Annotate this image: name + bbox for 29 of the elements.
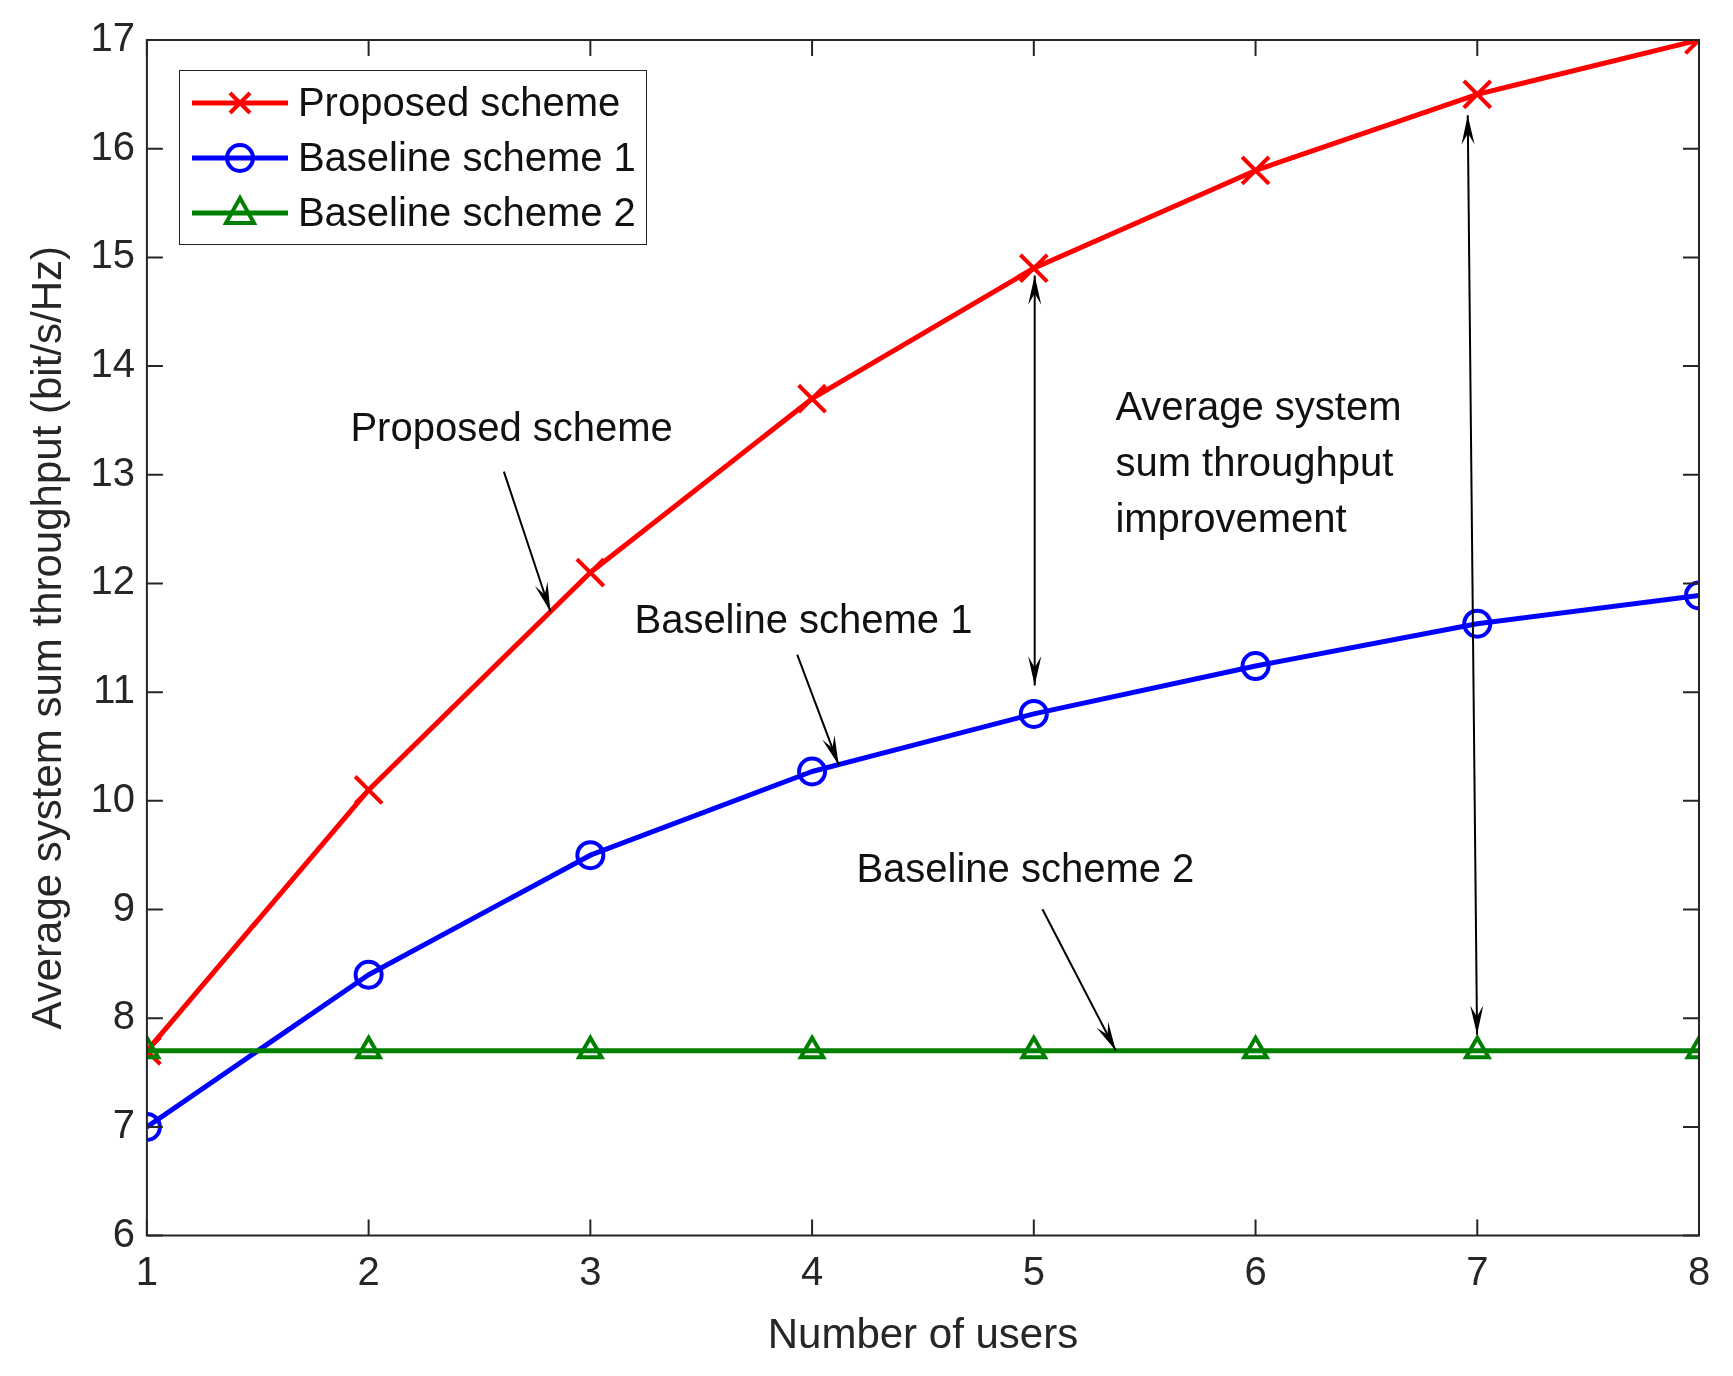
y-axis-title: Average system sum throughput (bit/s/Hz) [22, 246, 70, 1030]
y-tick-label: 11 [93, 667, 135, 712]
y-tick-label: 15 [90, 232, 135, 277]
x-tick-label: 4 [800, 1248, 824, 1293]
x-tick-label: 6 [1244, 1248, 1267, 1293]
y-tick-label: 6 [112, 1210, 135, 1255]
annotation: Average system sum throughput improvement [1115, 384, 1402, 541]
y-tick-label: 12 [90, 558, 135, 603]
y-tick-label: 14 [90, 341, 135, 386]
legend-label: Baseline scheme 2 [297, 190, 636, 235]
annotation: Proposed scheme [350, 404, 673, 449]
x-tick-label: 3 [579, 1248, 602, 1293]
annotation: Baseline scheme 2 [856, 845, 1195, 890]
x-tick-label: 1 [135, 1248, 159, 1293]
x-tick-label: 5 [1022, 1248, 1045, 1293]
y-tick-label: 10 [90, 775, 135, 820]
y-tick-label: 9 [112, 884, 135, 929]
y-tick-label: 13 [90, 449, 135, 494]
y-tick-label: 7 [112, 1101, 135, 1146]
y-tick-label: 16 [90, 123, 135, 168]
annotation: Baseline scheme 1 [634, 597, 973, 642]
x-tick-label: 8 [1687, 1248, 1711, 1293]
x-tick-label: 2 [357, 1248, 380, 1293]
legend-label: Baseline scheme 1 [297, 135, 636, 180]
x-axis-title: Number of users [767, 1310, 1079, 1358]
y-tick-label: 8 [112, 993, 135, 1038]
legend-label: Proposed scheme [297, 80, 621, 125]
y-tick-label: 17 [90, 15, 135, 60]
x-tick-label: 7 [1466, 1248, 1489, 1293]
